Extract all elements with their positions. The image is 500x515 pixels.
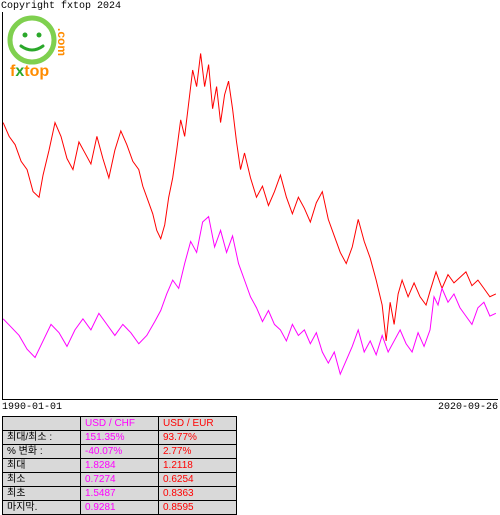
cell-usd-eur: USD / EUR bbox=[159, 417, 237, 431]
table-row: 최대1.82841.2118 bbox=[3, 459, 237, 473]
cell-usd-eur: 0.8363 bbox=[159, 487, 237, 501]
line-chart bbox=[3, 12, 498, 399]
cell-usd-chf: 0.9281 bbox=[81, 501, 159, 515]
series-line bbox=[3, 217, 496, 375]
series-line bbox=[3, 53, 496, 340]
cell-usd-chf: 0.7274 bbox=[81, 473, 159, 487]
table-row: % 변화 :-40.07%2.77% bbox=[3, 445, 237, 459]
row-label: 최초 bbox=[3, 487, 81, 501]
table-row: 마지막.0.92810.8595 bbox=[3, 501, 237, 515]
table-row: 최초1.54870.8363 bbox=[3, 487, 237, 501]
cell-usd-chf: -40.07% bbox=[81, 445, 159, 459]
table-row: 최소0.72740.6254 bbox=[3, 473, 237, 487]
x-axis-end: 2020-09-26 bbox=[438, 402, 498, 413]
x-axis-start: 1990-01-01 bbox=[2, 402, 62, 413]
row-label bbox=[3, 417, 81, 431]
cell-usd-eur: 0.6254 bbox=[159, 473, 237, 487]
cell-usd-eur: 2.77% bbox=[159, 445, 237, 459]
row-label: 마지막. bbox=[3, 501, 81, 515]
cell-usd-chf: 1.8284 bbox=[81, 459, 159, 473]
cell-usd-chf: 151.35% bbox=[81, 431, 159, 445]
table-row: USD / CHFUSD / EUR bbox=[3, 417, 237, 431]
cell-usd-eur: 93.77% bbox=[159, 431, 237, 445]
row-label: % 변화 : bbox=[3, 445, 81, 459]
stats-table: USD / CHFUSD / EUR최대/최소 :151.35%93.77%% … bbox=[2, 416, 237, 515]
row-label: 최대/최소 : bbox=[3, 431, 81, 445]
copyright-text: Copyright fxtop 2024 bbox=[1, 1, 121, 12]
cell-usd-chf: USD / CHF bbox=[81, 417, 159, 431]
row-label: 최소 bbox=[3, 473, 81, 487]
row-label: 최대 bbox=[3, 459, 81, 473]
cell-usd-eur: 1.2118 bbox=[159, 459, 237, 473]
cell-usd-eur: 0.8595 bbox=[159, 501, 237, 515]
chart-area bbox=[2, 12, 498, 400]
cell-usd-chf: 1.5487 bbox=[81, 487, 159, 501]
table-row: 최대/최소 :151.35%93.77% bbox=[3, 431, 237, 445]
